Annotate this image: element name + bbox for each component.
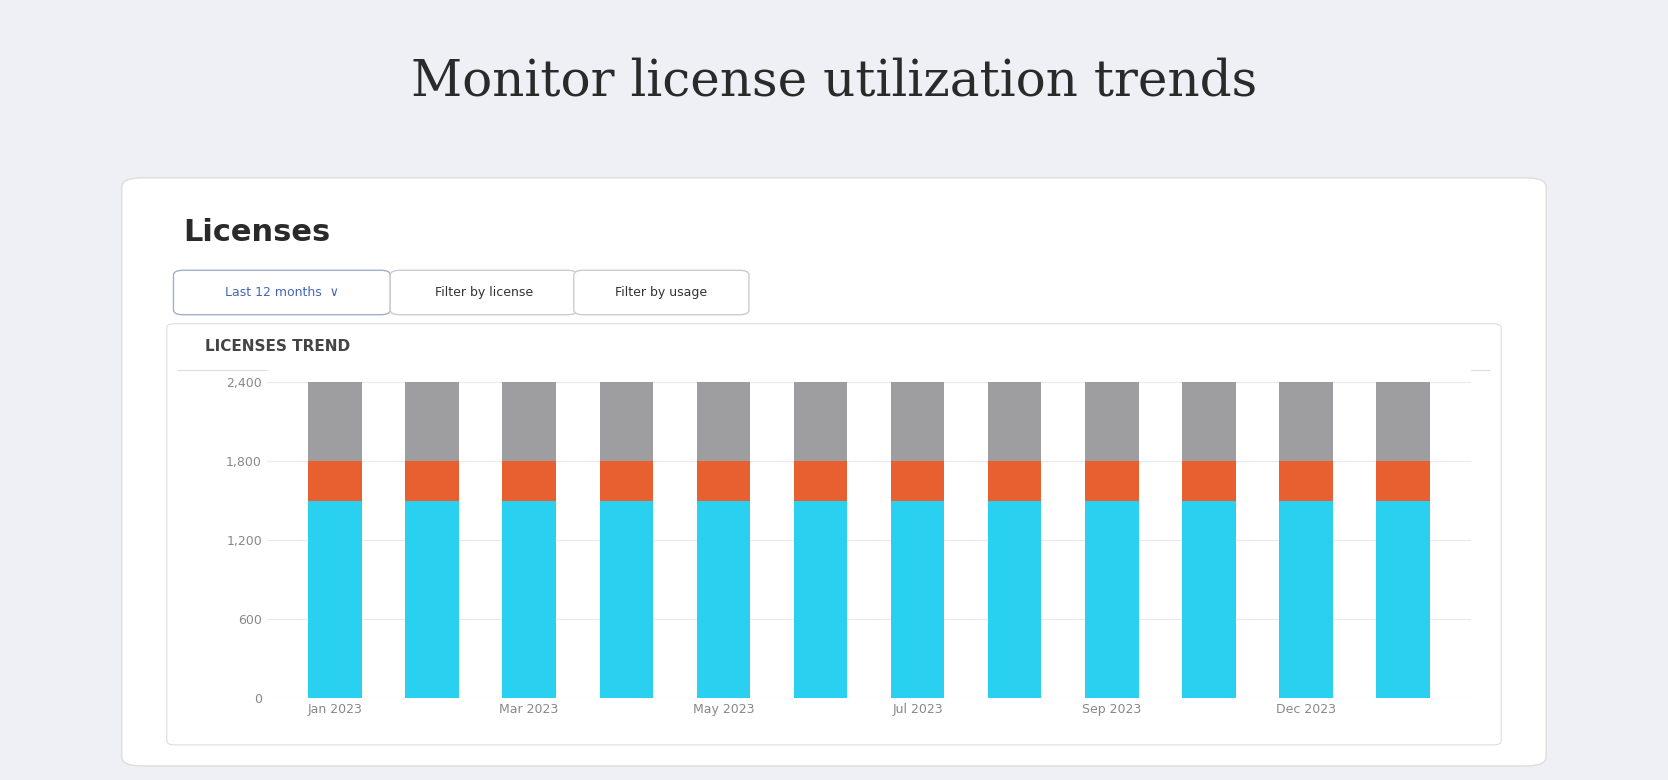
Bar xyxy=(987,461,1041,501)
Bar xyxy=(697,501,751,698)
Bar xyxy=(987,501,1041,698)
Bar xyxy=(405,461,459,501)
Bar xyxy=(1279,501,1333,698)
Bar xyxy=(1376,382,1429,461)
Bar xyxy=(1086,501,1139,698)
FancyBboxPatch shape xyxy=(390,271,577,314)
Bar xyxy=(987,382,1041,461)
Bar xyxy=(405,501,459,698)
Bar xyxy=(502,461,555,501)
Bar xyxy=(599,501,652,698)
Bar xyxy=(309,501,362,698)
Bar xyxy=(502,382,555,461)
Text: Last 12 months  ∨: Last 12 months ∨ xyxy=(225,286,339,299)
Bar xyxy=(1376,501,1429,698)
Bar xyxy=(309,461,362,501)
Bar xyxy=(1279,382,1333,461)
Bar xyxy=(1376,461,1429,501)
Bar xyxy=(794,461,847,501)
Bar xyxy=(697,382,751,461)
Text: LICENSES TREND: LICENSES TREND xyxy=(205,339,350,354)
Bar xyxy=(1183,501,1236,698)
Text: Licenses: Licenses xyxy=(183,218,330,247)
Bar xyxy=(794,382,847,461)
Bar xyxy=(309,382,362,461)
Bar xyxy=(794,501,847,698)
FancyBboxPatch shape xyxy=(574,271,749,314)
Bar xyxy=(502,501,555,698)
Bar xyxy=(1183,382,1236,461)
FancyBboxPatch shape xyxy=(173,271,390,314)
Text: Filter by usage: Filter by usage xyxy=(615,286,707,299)
Bar xyxy=(599,382,652,461)
Text: Filter by license: Filter by license xyxy=(435,286,532,299)
Bar xyxy=(697,461,751,501)
FancyBboxPatch shape xyxy=(122,178,1546,766)
Bar xyxy=(1086,461,1139,501)
Bar xyxy=(1086,382,1139,461)
Bar xyxy=(891,461,944,501)
Bar xyxy=(1279,461,1333,501)
Bar xyxy=(599,461,652,501)
Bar xyxy=(891,501,944,698)
Text: Monitor license utilization trends: Monitor license utilization trends xyxy=(410,57,1258,107)
FancyBboxPatch shape xyxy=(167,324,1501,745)
Bar xyxy=(891,382,944,461)
Bar xyxy=(405,382,459,461)
Bar xyxy=(1183,461,1236,501)
